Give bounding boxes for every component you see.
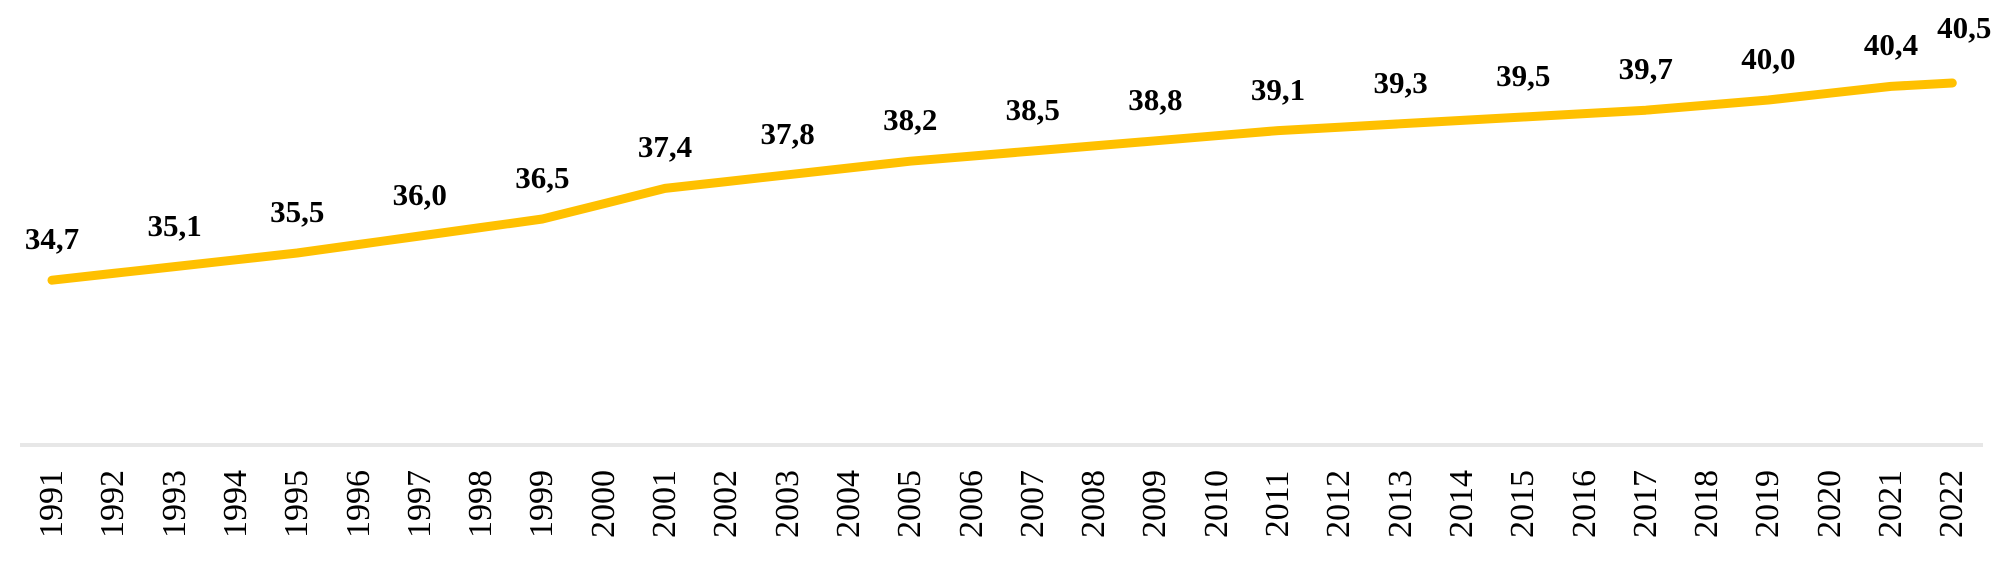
x-axis-tick-label: 1998 xyxy=(462,470,500,538)
x-axis-tick-label: 1991 xyxy=(33,470,70,538)
x-axis-tick-label: 2015 xyxy=(1504,470,1542,538)
x-axis-tick-label: 2004 xyxy=(829,470,867,538)
data-label: 40,0 xyxy=(1741,41,1796,76)
x-axis-tick-label: 1999 xyxy=(523,470,561,538)
x-axis-tick-label: 2003 xyxy=(768,470,806,538)
x-axis-tick-label: 2000 xyxy=(584,470,622,538)
x-axis-tick-label: 2005 xyxy=(891,470,929,538)
x-axis-tick-label: 2011 xyxy=(1259,470,1296,538)
data-label: 38,5 xyxy=(1005,92,1060,127)
x-axis-tick-label: 2022 xyxy=(1933,470,1971,538)
data-label: 37,4 xyxy=(637,129,693,165)
x-axis-tick-label: 1993 xyxy=(155,470,193,538)
data-label: 35,5 xyxy=(270,194,325,229)
data-label: 38,2 xyxy=(883,102,938,138)
data-label: 34,7 xyxy=(24,221,80,257)
data-label: 39,1 xyxy=(1250,71,1306,107)
data-label: 39,3 xyxy=(1373,64,1428,100)
x-axis-tick-label: 1995 xyxy=(278,470,316,538)
x-axis-tick-label: 1994 xyxy=(216,470,254,538)
x-axis-tick-label: 2021 xyxy=(1872,470,1909,538)
data-label: 40,4 xyxy=(1863,27,1919,63)
data-label: 39,7 xyxy=(1618,51,1673,87)
data-label: 39,5 xyxy=(1496,58,1551,93)
data-label: 36,5 xyxy=(515,160,570,195)
data-label: 38,8 xyxy=(1128,81,1183,117)
x-axis-tick-label: 1996 xyxy=(339,470,377,538)
series-line xyxy=(47,78,1957,285)
x-axis-tick-label: 2001 xyxy=(646,470,683,538)
x-axis-tick-label: 2020 xyxy=(1810,470,1848,538)
x-axis-tick-label: 1992 xyxy=(94,470,132,538)
x-axis-tick-label: 1997 xyxy=(400,470,438,538)
x-axis-tick-label: 2012 xyxy=(1320,470,1358,538)
data-label: 37,8 xyxy=(760,115,815,151)
x-axis-tick-label: 2008 xyxy=(1075,470,1113,538)
x-axis-tick-label: 2018 xyxy=(1688,470,1726,538)
data-label: 36,0 xyxy=(392,177,447,212)
data-label: 40,5 xyxy=(1937,10,1992,45)
x-axis-tick-label: 2016 xyxy=(1565,470,1603,538)
x-axis-tick-label: 2002 xyxy=(707,470,745,538)
x-axis-tick-label: 2006 xyxy=(952,470,990,538)
x-axis-tick-label: 2013 xyxy=(1381,470,1419,538)
x-axis-tick-label: 2019 xyxy=(1749,470,1787,538)
x-axis-tick-label: 2010 xyxy=(1197,470,1235,538)
x-axis-tick-label: 2014 xyxy=(1442,470,1480,538)
x-axis-tick-label: 2007 xyxy=(1013,470,1051,538)
x-axis-tick-label: 2009 xyxy=(1136,470,1174,538)
data-label: 35,1 xyxy=(147,207,202,243)
x-axis-tick-label: 2017 xyxy=(1626,470,1664,538)
